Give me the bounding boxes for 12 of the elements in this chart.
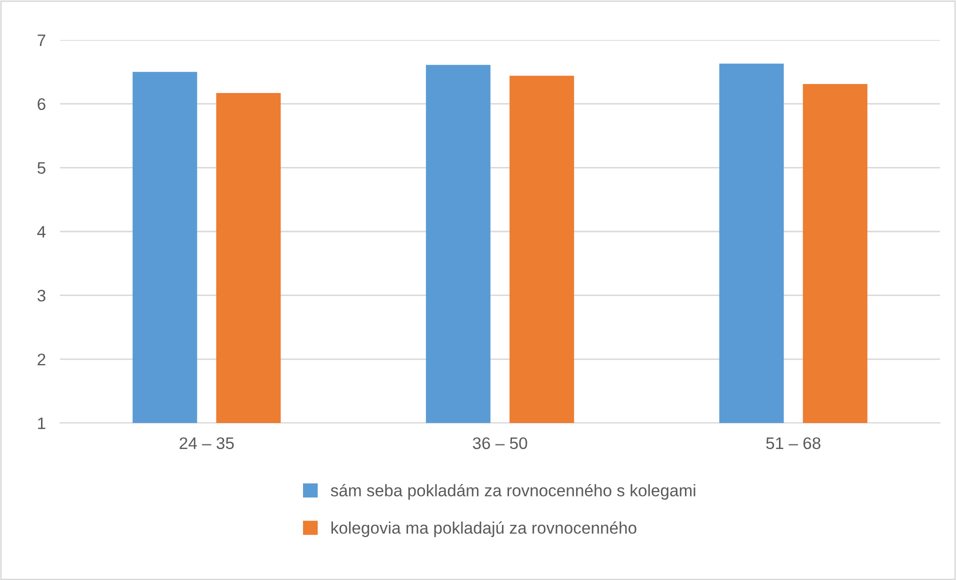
y-tick-label: 4: [37, 226, 46, 238]
legend-label: sám seba pokladám za rovnocenného s kolegami: [330, 484, 696, 500]
y-tick-label: 3: [37, 290, 46, 302]
y-tick-label: 7: [38, 34, 46, 46]
y-tick-label: 2: [38, 354, 46, 366]
x-tick-label: 24 – 35: [180, 437, 234, 450]
legend-label: kolegovia ma pokladajú za rovnocenného: [331, 521, 636, 538]
y-tick-label: 1: [38, 418, 46, 430]
y-tick-label: 5: [38, 162, 46, 174]
x-tick-label: 51 – 68: [766, 437, 820, 450]
y-tick-label: 6: [38, 98, 46, 110]
x-tick-label: 36 – 50: [472, 437, 528, 450]
